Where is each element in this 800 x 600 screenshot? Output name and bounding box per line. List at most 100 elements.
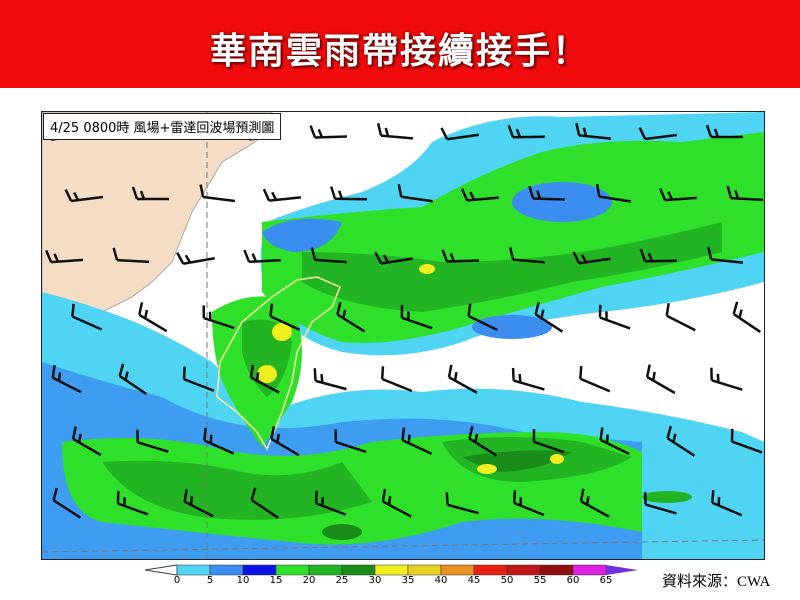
wind-barb xyxy=(711,490,743,517)
wind-barb xyxy=(534,301,564,333)
wind-barb xyxy=(445,492,479,515)
grid-lines xyxy=(42,112,764,559)
wind-barbs xyxy=(44,122,764,519)
wind-barb xyxy=(116,490,149,516)
colorbar-swatch xyxy=(341,564,376,576)
wind-barb xyxy=(705,124,743,139)
radar-wind-map xyxy=(42,112,764,559)
wind-barb xyxy=(598,304,631,330)
wind-barb xyxy=(665,303,696,332)
wind-barb xyxy=(309,125,348,139)
colorbar-swatch xyxy=(539,564,574,576)
colorbar-tick: 0 xyxy=(173,575,181,586)
wind-barb xyxy=(401,427,433,455)
wind-barb xyxy=(381,488,412,518)
wind-barb xyxy=(51,365,82,394)
wind-barb xyxy=(440,127,480,141)
wind-barb xyxy=(131,186,169,201)
wind-barb xyxy=(441,249,480,263)
colorbar-tick: 40 xyxy=(434,575,448,586)
wind-barb xyxy=(512,490,545,517)
wind-barb xyxy=(202,305,235,330)
wind-barb xyxy=(400,305,433,330)
wind-barb xyxy=(376,123,414,140)
colorbar-tick: 55 xyxy=(533,575,547,586)
wind-barb xyxy=(397,184,434,203)
wind-barb xyxy=(176,252,215,266)
map-label: 4/25 0800時 風場+雷達回波場預測圖 xyxy=(43,113,282,140)
colorbar-tick: 10 xyxy=(236,575,250,586)
colorbar-swatch xyxy=(440,564,475,576)
wind-barb xyxy=(334,429,367,454)
wind-barb xyxy=(726,185,764,202)
wind-barb xyxy=(707,246,744,264)
wind-barb xyxy=(575,122,612,140)
title-banner: 華南雲雨帶接續接手！ xyxy=(0,0,800,88)
wind-barb xyxy=(507,124,546,139)
wind-barb xyxy=(579,488,610,518)
colorbar-tick: 5 xyxy=(206,575,214,586)
wind-barb xyxy=(639,248,678,263)
wind-barb xyxy=(579,366,611,393)
wind-barb xyxy=(71,303,103,331)
colorbar-tick: 45 xyxy=(467,575,481,586)
wind-barb xyxy=(532,429,565,454)
wind-barb xyxy=(374,251,413,265)
forecast-map xyxy=(41,111,765,560)
colorbar-swatch xyxy=(572,564,607,576)
wind-barb xyxy=(71,426,102,457)
wind-barb xyxy=(730,428,763,454)
wind-barb xyxy=(336,301,366,333)
wind-barb xyxy=(199,184,236,203)
wind-barb xyxy=(182,366,215,392)
wind-barb xyxy=(467,303,498,332)
wind-barb xyxy=(136,429,169,453)
colorbar-tick: 25 xyxy=(335,575,349,586)
colorbar-tick: 65 xyxy=(599,575,613,586)
data-source: 資料來源：CWA xyxy=(662,574,771,590)
wind-barb xyxy=(460,188,500,202)
colorbar-tick: 20 xyxy=(302,575,316,586)
wind-barb xyxy=(243,249,282,264)
wind-barb xyxy=(508,247,546,264)
wind-barb xyxy=(270,426,300,457)
wind-barb xyxy=(638,126,678,141)
colorbar-swatch xyxy=(275,564,310,576)
wind-barb xyxy=(659,187,698,202)
wind-barb xyxy=(249,364,280,394)
wind-barb xyxy=(203,427,235,455)
colorbar-under-arrow xyxy=(144,564,178,576)
colorbar-swatch xyxy=(506,564,541,576)
colorbar-swatch xyxy=(308,564,343,576)
colorbar-swatch xyxy=(473,564,508,576)
wind-barb xyxy=(64,188,104,203)
wind-barb xyxy=(112,247,150,264)
wind-barb xyxy=(330,186,368,201)
wind-barb xyxy=(528,185,566,201)
wind-barb xyxy=(250,487,279,519)
colorbar-swatch xyxy=(374,564,409,576)
wind-barb xyxy=(310,247,348,264)
colorbar xyxy=(140,560,660,600)
colorbar-swatch xyxy=(242,564,277,576)
wind-barb xyxy=(447,364,478,394)
wind-barb xyxy=(314,490,347,516)
colorbar-over-arrow xyxy=(606,565,638,575)
taiwan-outline xyxy=(216,276,341,451)
colorbar-swatch xyxy=(407,564,442,576)
wind-barb xyxy=(45,249,84,264)
wind-barb xyxy=(595,183,631,203)
wind-barb xyxy=(138,302,168,333)
colorbar-tick: 60 xyxy=(566,575,580,586)
colorbar-tick: 35 xyxy=(401,575,415,586)
colorbar-swatch xyxy=(209,564,244,576)
wind-barb xyxy=(732,301,761,333)
wind-barb xyxy=(511,367,545,391)
colorbar-swatch xyxy=(176,564,211,576)
wind-barb xyxy=(468,425,498,457)
wind-barb xyxy=(572,251,612,265)
wind-barb xyxy=(645,364,676,395)
wind-barb xyxy=(262,188,302,202)
land-china xyxy=(42,112,273,328)
slide-title: 華南雲雨帶接續接手！ xyxy=(209,31,590,72)
